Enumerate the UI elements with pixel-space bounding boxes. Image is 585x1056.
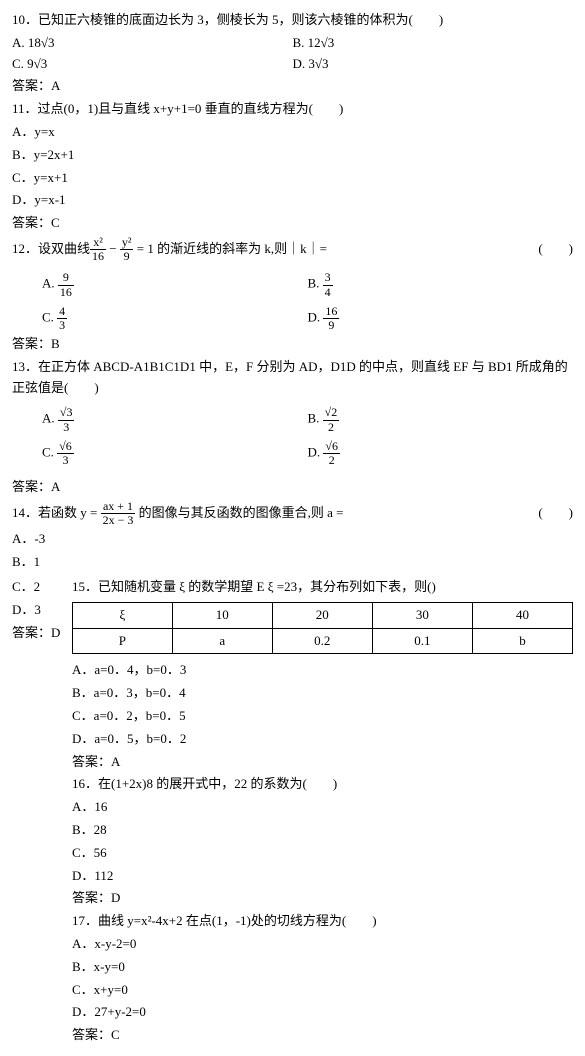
q15-optC: C．a=0．2，b=0．5 <box>72 706 573 727</box>
q14-stem-b: 的图像与其反函数的图像重合,则 a = <box>139 503 344 524</box>
q14-stem: 14． 若函数 y = ax + 12x − 3 的图像与其反函数的图像重合,则… <box>12 500 573 527</box>
q12-optC: C. 43 <box>42 305 308 332</box>
q17-stem: 17．曲线 y=x²-4x+2 在点(1，-1)处的切线方程为( ) <box>72 911 573 932</box>
q17-optA: A．x-y-2=0 <box>72 934 573 955</box>
q11-ans: 答案：C <box>12 213 573 234</box>
q13-ans: 答案：A <box>12 477 573 498</box>
q15-stem: 15．已知随机变量 ξ 的数学期望 E ξ =23，其分布列如下表，则() <box>72 577 573 598</box>
q15-r3: 0.2 <box>272 628 372 654</box>
q14-optB: B．1 <box>12 552 573 573</box>
q15-optB: B．a=0．3，b=0．4 <box>72 683 573 704</box>
q14-paren: ( ) <box>538 503 573 524</box>
q10-optD: D. 3√3 <box>293 54 574 75</box>
q12-optA: A. 916 <box>42 271 308 298</box>
q10-optC: C. 9√3 <box>12 54 293 75</box>
q12-frac2: y²9 <box>120 236 134 263</box>
q10-optB: B. 12√3 <box>293 33 574 54</box>
q15-ans: 答案：A <box>72 752 573 773</box>
q14-frac: ax + 12x − 3 <box>101 500 136 527</box>
q13-optC: C. √63 <box>42 440 308 467</box>
q13-optA: A. √33 <box>42 406 308 433</box>
q15-optD: D．a=0．5，b=0．2 <box>72 729 573 750</box>
q15-table: ξ 10 20 30 40 P a 0.2 0.1 b <box>72 602 573 655</box>
q13-optD: D. √62 <box>308 440 574 467</box>
q16-optC: C．56 <box>72 843 573 864</box>
q12-optB: B. 34 <box>308 271 574 298</box>
q14-optC: C．2 <box>12 577 72 598</box>
q15-h2: 10 <box>172 602 272 628</box>
q11-optA: A．y=x <box>12 122 573 143</box>
q15-r4: 0.1 <box>372 628 472 654</box>
q15-h5: 40 <box>472 602 572 628</box>
q11-stem: 11．过点(0，1)且与直线 x+y+1=0 垂直的直线方程为( ) <box>12 99 573 120</box>
q12-stem: 12． 设双曲线 x²16 − y²9 = 1 的渐近线的斜率为 k,则｜k｜=… <box>12 236 573 263</box>
q16-stem: 16．在(1+2x)8 的展开式中，22 的系数为( ) <box>72 774 573 795</box>
q13-stem: 13．在正方体 ABCD-A1B1C1D1 中，E，F 分别为 AD，D1D 的… <box>12 357 573 399</box>
q15-optA: A．a=0．4，b=0．3 <box>72 660 573 681</box>
q10-ans: 答案：A <box>12 76 573 97</box>
q12-paren: ( ) <box>538 239 573 260</box>
q16-optA: A．16 <box>72 797 573 818</box>
q16-optB: B．28 <box>72 820 573 841</box>
q12-minus: − <box>106 239 120 260</box>
q15-r2: a <box>172 628 272 654</box>
q12-pre: 12． <box>12 239 38 260</box>
q15-h4: 30 <box>372 602 472 628</box>
q11-optB: B．y=2x+1 <box>12 145 573 166</box>
q17-optB: B．x-y=0 <box>72 957 573 978</box>
q15-r5: b <box>472 628 572 654</box>
q15-h1: ξ <box>73 602 173 628</box>
q15-r1: P <box>73 628 173 654</box>
q11-optC: C．y=x+1 <box>12 168 573 189</box>
q12-stem-b: 的渐近线的斜率为 k,则｜k｜= <box>157 239 327 260</box>
q12-optD: D. 169 <box>308 305 574 332</box>
q14-optA: A．-3 <box>12 529 573 550</box>
q14-optD: D．3 <box>12 600 72 621</box>
q14-ans: 答案：D <box>12 623 72 644</box>
q16-ans: 答案：D <box>72 888 573 909</box>
q11-optD: D．y=x-1 <box>12 190 573 211</box>
q15-h3: 20 <box>272 602 372 628</box>
q12-stem-a: 设双曲线 <box>38 239 90 260</box>
q17-ans: 答案：C <box>72 1025 573 1046</box>
q17-optC: C．x+y=0 <box>72 980 573 1001</box>
q10-optA: A. 18√3 <box>12 33 293 54</box>
q13-optB: B. √22 <box>308 406 574 433</box>
q14-stem-a: 若函数 y = <box>38 503 97 524</box>
q14-pre: 14． <box>12 503 38 524</box>
q16-optD: D．112 <box>72 866 573 887</box>
q12-frac1: x²16 <box>90 236 106 263</box>
q10-stem: 10．已知正六棱锥的底面边长为 3，侧棱长为 5，则该六棱锥的体积为( ) <box>12 10 573 31</box>
q12-eq: = 1 <box>137 239 154 260</box>
q17-optD: D．27+y-2=0 <box>72 1002 573 1023</box>
q12-ans: 答案：B <box>12 334 573 355</box>
